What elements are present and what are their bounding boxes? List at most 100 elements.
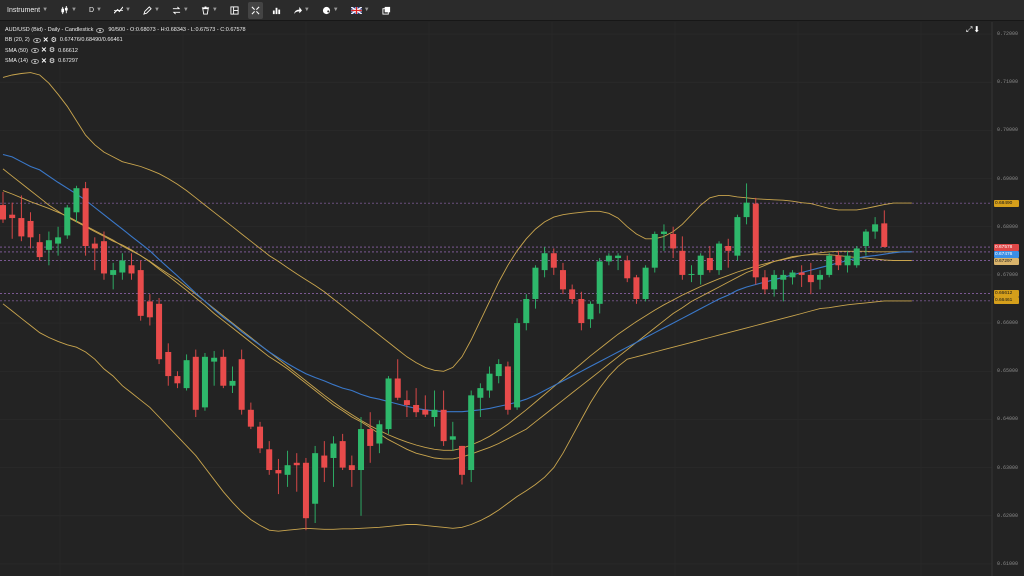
candle-body <box>523 299 530 324</box>
eye-icon[interactable] <box>32 38 41 43</box>
drawing-tools-button[interactable]: ▼ <box>140 2 163 19</box>
crosshair-button[interactable] <box>247 1 263 19</box>
eye-icon[interactable] <box>31 58 39 64</box>
candle-body <box>376 424 383 444</box>
eye-icon[interactable] <box>31 48 39 54</box>
fullscreen-button[interactable]: ⤢ ⬇ <box>966 25 980 35</box>
volume-button[interactable] <box>269 2 284 19</box>
candle-body <box>541 253 548 271</box>
candle-body <box>449 436 456 440</box>
legend-sma14-name: SMA (14) <box>5 57 28 64</box>
instrument-label: Instrument <box>7 6 41 14</box>
candle-body <box>55 237 62 244</box>
candle-body <box>440 409 447 442</box>
candle-body <box>358 429 365 471</box>
candle-body <box>27 220 34 238</box>
candle-body <box>238 359 245 410</box>
candle-body <box>201 356 208 408</box>
candle-body <box>716 243 723 271</box>
candle-body <box>100 241 107 274</box>
candle-body <box>605 255 612 262</box>
legend-sma50-name: SMA (50) <box>5 47 28 54</box>
language-button[interactable]: ▼ <box>348 2 373 19</box>
candle-body <box>174 376 181 384</box>
chart-area[interactable] <box>0 22 1024 576</box>
candle-body <box>706 258 713 271</box>
legend-sma14-value: 0.67297 <box>58 57 78 64</box>
gear-icon[interactable]: ⚙ <box>50 36 57 44</box>
layout-button[interactable] <box>227 2 242 19</box>
candle-body <box>348 465 355 471</box>
candle-body <box>624 260 631 279</box>
legend-sma14-row: SMA (14) ✕ ⚙ 0.67297 <box>5 56 246 66</box>
candle-body <box>743 202 750 218</box>
bar-chart-icon <box>272 7 280 14</box>
candle-body <box>725 246 732 251</box>
share-arrow-icon <box>293 6 302 14</box>
axis-tick-label: 0.71000 <box>997 79 1019 86</box>
candle-body <box>128 265 135 274</box>
candle-body <box>73 188 80 213</box>
chevron-down-icon: ▼ <box>153 7 160 13</box>
candle-body <box>247 409 254 427</box>
candle-body <box>807 274 814 283</box>
chevron-down-icon: ▼ <box>42 7 49 13</box>
close-icon[interactable]: ✕ <box>42 36 49 44</box>
gear-icon[interactable]: ⚙ <box>48 57 56 65</box>
price-tag: 0.67297 <box>994 257 1019 265</box>
candle-body <box>220 356 227 386</box>
candle-body <box>9 214 16 219</box>
instrument-dropdown[interactable]: Instrument ▼ <box>4 2 51 19</box>
share-button[interactable]: ▼ <box>290 2 313 19</box>
candle-body <box>569 289 576 299</box>
bollinger-upper-line <box>2 72 912 372</box>
candle-body <box>146 301 153 318</box>
candle-body <box>752 203 759 278</box>
sma14-line <box>2 168 912 460</box>
candle-body <box>211 357 218 362</box>
compare-icon <box>172 6 181 14</box>
compare-button[interactable]: ▼ <box>169 2 192 19</box>
candle-body <box>82 188 89 247</box>
candle-body <box>330 443 337 458</box>
legend-bb-name: BB (20, 2) <box>5 37 30 44</box>
indicators-button[interactable]: ▼ <box>111 2 134 19</box>
delete-button[interactable]: ▼ <box>198 2 221 19</box>
legend-bb-row: BB (20, 2) ✕ ⚙ 0.67476/0.68490/0.66461 <box>5 35 246 45</box>
price-chart[interactable] <box>0 22 1024 576</box>
candle-body <box>633 277 640 299</box>
expand-icon: ⤢ <box>966 25 973 34</box>
candle-body <box>275 470 282 474</box>
candle-body <box>688 273 695 275</box>
candlestick-icon <box>61 5 68 14</box>
candle-body <box>817 274 824 280</box>
axis-tick-label: 0.65000 <box>997 368 1019 375</box>
chevron-down-icon: ▼ <box>96 7 102 13</box>
candle-body <box>495 364 502 377</box>
candle-body <box>587 303 594 320</box>
axis-tick-label: 0.67000 <box>997 271 1019 278</box>
candle-body <box>771 274 778 290</box>
chart-legend: AUD/USD (Bid) - Daily - Candlestick 90/5… <box>5 25 246 66</box>
axis-tick-label: 0.64000 <box>997 416 1019 423</box>
eye-icon[interactable] <box>96 27 105 33</box>
timeframe-dropdown[interactable]: D ▼ <box>86 2 105 19</box>
gear-icon[interactable]: ⚙ <box>48 47 56 55</box>
candle-body <box>826 255 833 275</box>
candle-body <box>468 395 475 471</box>
candle-body <box>835 255 842 266</box>
candle-body <box>119 260 126 273</box>
candle-body <box>477 388 484 398</box>
price-tag: 0.68490 <box>994 199 1019 207</box>
price-tag: 0.66612 <box>994 290 1019 298</box>
popout-button[interactable] <box>379 2 394 19</box>
candle-body <box>642 267 649 299</box>
close-icon[interactable]: ✕ <box>40 57 47 65</box>
candle-body <box>862 231 869 247</box>
close-icon[interactable]: ✕ <box>40 47 47 55</box>
candle-body <box>91 243 98 249</box>
layout-icon <box>230 5 239 15</box>
candle-body <box>853 248 860 266</box>
theme-button[interactable]: ▼ <box>319 2 342 19</box>
chart-type-button[interactable]: ▼ <box>57 2 80 19</box>
